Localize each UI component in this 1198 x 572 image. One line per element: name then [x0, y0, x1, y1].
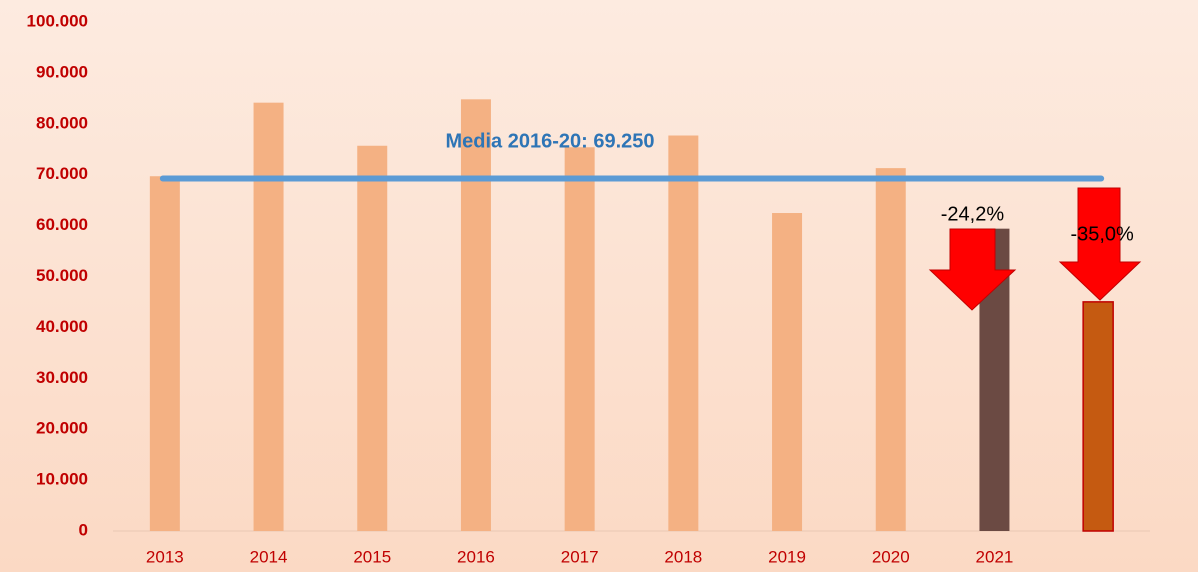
down-arrow [928, 228, 1017, 311]
x-tick-label: 2017 [561, 547, 599, 566]
bar [668, 135, 699, 531]
down-arrow [1058, 187, 1142, 301]
y-tick-label: 0 [79, 520, 88, 539]
arrows [149, 99, 1142, 532]
x-tick-label: 2016 [457, 547, 495, 566]
y-tick-label: 90.000 [36, 62, 88, 81]
bar [357, 145, 388, 531]
y-tick-label: 20.000 [36, 419, 88, 438]
bar [460, 99, 491, 531]
average-label: Media 2016-20: 69.250 [445, 130, 654, 152]
y-tick-label: 40.000 [36, 317, 88, 336]
x-tick-label: 2020 [872, 547, 910, 566]
annotation: -24,2% [941, 203, 1005, 225]
x-tick-label: 2019 [768, 547, 806, 566]
y-tick-label: 60.000 [36, 215, 88, 234]
bar [875, 168, 906, 531]
x-tick-label: 2018 [664, 547, 702, 566]
y-tick-label: 30.000 [36, 368, 88, 387]
y-tick-label: 10.000 [36, 470, 88, 489]
bar [253, 102, 284, 532]
y-tick-label: 100.000 [27, 11, 88, 30]
y-tick-label: 70.000 [36, 164, 88, 183]
bar [564, 147, 595, 532]
annotation: -35,0% [1070, 223, 1134, 245]
y-tick-label: 80.000 [36, 113, 88, 132]
x-tick-label: 2014 [250, 547, 288, 566]
bar [772, 213, 803, 531]
bar [149, 176, 180, 532]
y-tick-label: 50.000 [36, 266, 88, 285]
bar [1082, 301, 1114, 532]
x-tick-label: 2015 [353, 547, 391, 566]
x-tick-label: 2021 [976, 547, 1014, 566]
x-tick-label: 2013 [146, 547, 184, 566]
